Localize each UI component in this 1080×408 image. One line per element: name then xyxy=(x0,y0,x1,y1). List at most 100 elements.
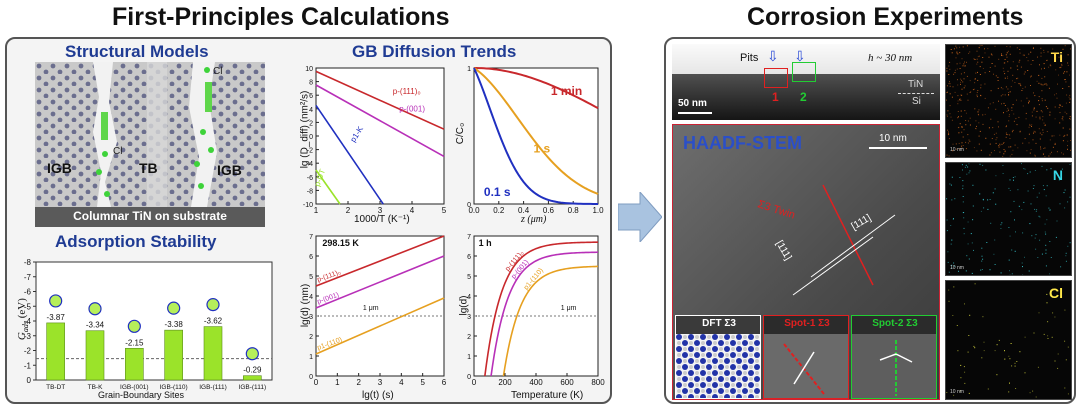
p3-ytick-label: 0 xyxy=(309,374,313,381)
eds-signal-dot xyxy=(1019,131,1021,133)
eds-signal-dot xyxy=(1046,185,1048,187)
ads-plot-area xyxy=(35,261,273,381)
igb-left-label: IGB xyxy=(47,160,72,176)
eds-signal-dot xyxy=(990,90,992,92)
eds-signal-dot xyxy=(995,139,997,141)
eds-signal-dot xyxy=(1017,189,1019,191)
eds-signal-dot xyxy=(951,267,953,269)
adsorption-bar-chart: -8 -7 -6 -5 -4 -3 -2 -1 0 -3.87 TB-DT -3.34 TB-K -2.1… xyxy=(24,258,273,391)
ads-category-label: IGB-(111) xyxy=(239,384,267,391)
p4-area xyxy=(473,235,599,377)
tb-label: TB xyxy=(139,160,158,176)
eds-signal-dot xyxy=(1034,95,1036,97)
eds-signal-dot xyxy=(979,74,981,75)
eds-signal-dot xyxy=(981,45,983,46)
eds-signal-dot xyxy=(1018,61,1020,63)
p2-series-line xyxy=(473,67,599,195)
eds-signal-dot xyxy=(1045,106,1047,108)
eds-signal-dot xyxy=(989,67,991,68)
eds-signal-dot xyxy=(1023,168,1025,170)
eds-signal-dot xyxy=(952,150,954,152)
eds-signal-dot xyxy=(964,382,966,384)
eds-signal-dot xyxy=(1069,98,1071,100)
eds-signal-dot xyxy=(956,47,958,49)
p3-xtick-label: 3 xyxy=(378,378,383,387)
eds-signal-dot xyxy=(968,163,970,165)
ads-molecule-icon xyxy=(127,319,141,333)
eds-signal-dot xyxy=(957,111,959,112)
eds-signal-dot xyxy=(1043,153,1044,155)
ads-ytick-label: -7 xyxy=(24,273,32,282)
eds-signal-dot xyxy=(1009,358,1011,360)
eds-signal-dot xyxy=(965,124,967,126)
eds-signal-dot xyxy=(1062,116,1064,118)
eds-signal-dot xyxy=(1038,215,1040,217)
ads-molecule-icon xyxy=(206,298,220,312)
eds-signal-dot xyxy=(966,173,968,175)
eds-signal-dot xyxy=(1024,256,1025,258)
eds-signal-dot xyxy=(1039,132,1041,134)
eds-signal-dot xyxy=(989,199,991,200)
eds-signal-dot xyxy=(981,61,983,63)
eds-signal-dot xyxy=(1039,138,1041,140)
eds-signal-dot xyxy=(948,138,950,140)
eds-signal-dot xyxy=(1011,110,1013,111)
eds-signal-dot xyxy=(954,72,956,74)
p4-ytick-label: 4 xyxy=(467,294,471,301)
eds-signal-dot xyxy=(953,394,955,396)
eds-signal-dot xyxy=(997,87,999,89)
eds-signal-dot xyxy=(1004,77,1006,79)
ads-bar-value: -3.34 xyxy=(86,321,105,330)
eds-signal-dot xyxy=(1024,54,1025,56)
eds-signal-dot xyxy=(962,201,964,203)
eds-signal-dot xyxy=(1021,209,1023,211)
eds-signal-dot xyxy=(1070,48,1071,50)
eds-signal-dot xyxy=(1038,100,1040,102)
eds-signal-dot xyxy=(1067,148,1068,150)
eds-signal-dot xyxy=(964,303,965,305)
eds-signal-dot xyxy=(1043,122,1045,124)
p2-xtick-label: 0.6 xyxy=(543,206,555,215)
eds-signal-dot xyxy=(1059,105,1061,107)
eds-signal-dot xyxy=(1070,149,1071,151)
eds-signal-dot xyxy=(1014,144,1016,146)
eds-signal-dot xyxy=(996,374,998,376)
eds-signal-dot xyxy=(1011,131,1013,133)
eds-signal-dot xyxy=(950,225,952,226)
eds-signal-dot xyxy=(992,192,994,194)
eds-signal-dot xyxy=(947,110,949,112)
eds-signal-dot xyxy=(1009,134,1011,136)
p4-series-line xyxy=(490,251,599,377)
igb-right-label: IGB xyxy=(217,162,242,178)
eds-signal-dot xyxy=(955,45,957,47)
eds-signal-dot xyxy=(1008,355,1010,357)
eds-signal-dot xyxy=(1008,227,1010,228)
eds-signal-dot xyxy=(976,91,978,93)
eds-signal-dot xyxy=(962,185,964,187)
eds-signal-dot xyxy=(993,73,994,75)
p4-series-line xyxy=(502,265,599,377)
eds-signal-dot xyxy=(959,123,961,125)
eds-signal-dot xyxy=(1039,239,1041,241)
eds-signal-dot xyxy=(985,137,987,139)
eds-signal-dot xyxy=(980,94,981,96)
eds-signal-dot xyxy=(1007,107,1009,109)
eds-signal-dot xyxy=(953,286,955,288)
ads-category-label: TB-DT xyxy=(46,384,65,391)
p2-ylabel: C/C₀ xyxy=(455,122,467,145)
eds-signal-dot xyxy=(1016,47,1018,49)
eds-signal-dot xyxy=(973,345,975,347)
eds-signal-dot xyxy=(979,193,981,195)
eds-signal-dot xyxy=(1062,140,1064,142)
eds-signal-dot xyxy=(981,269,983,270)
eds-signal-dot xyxy=(1053,135,1055,137)
eds-signal-dot xyxy=(1059,134,1061,136)
eds-signal-dot xyxy=(980,269,982,271)
eds-signal-dot xyxy=(1002,155,1004,157)
eds-signal-dot xyxy=(949,85,951,87)
eds-signal-dot xyxy=(1069,116,1071,118)
eds-signal-dot xyxy=(1046,293,1048,295)
eds-signal-dot xyxy=(1026,57,1028,58)
eds-signal-dot xyxy=(959,99,961,101)
p4-ytick-label: 6 xyxy=(467,254,471,261)
